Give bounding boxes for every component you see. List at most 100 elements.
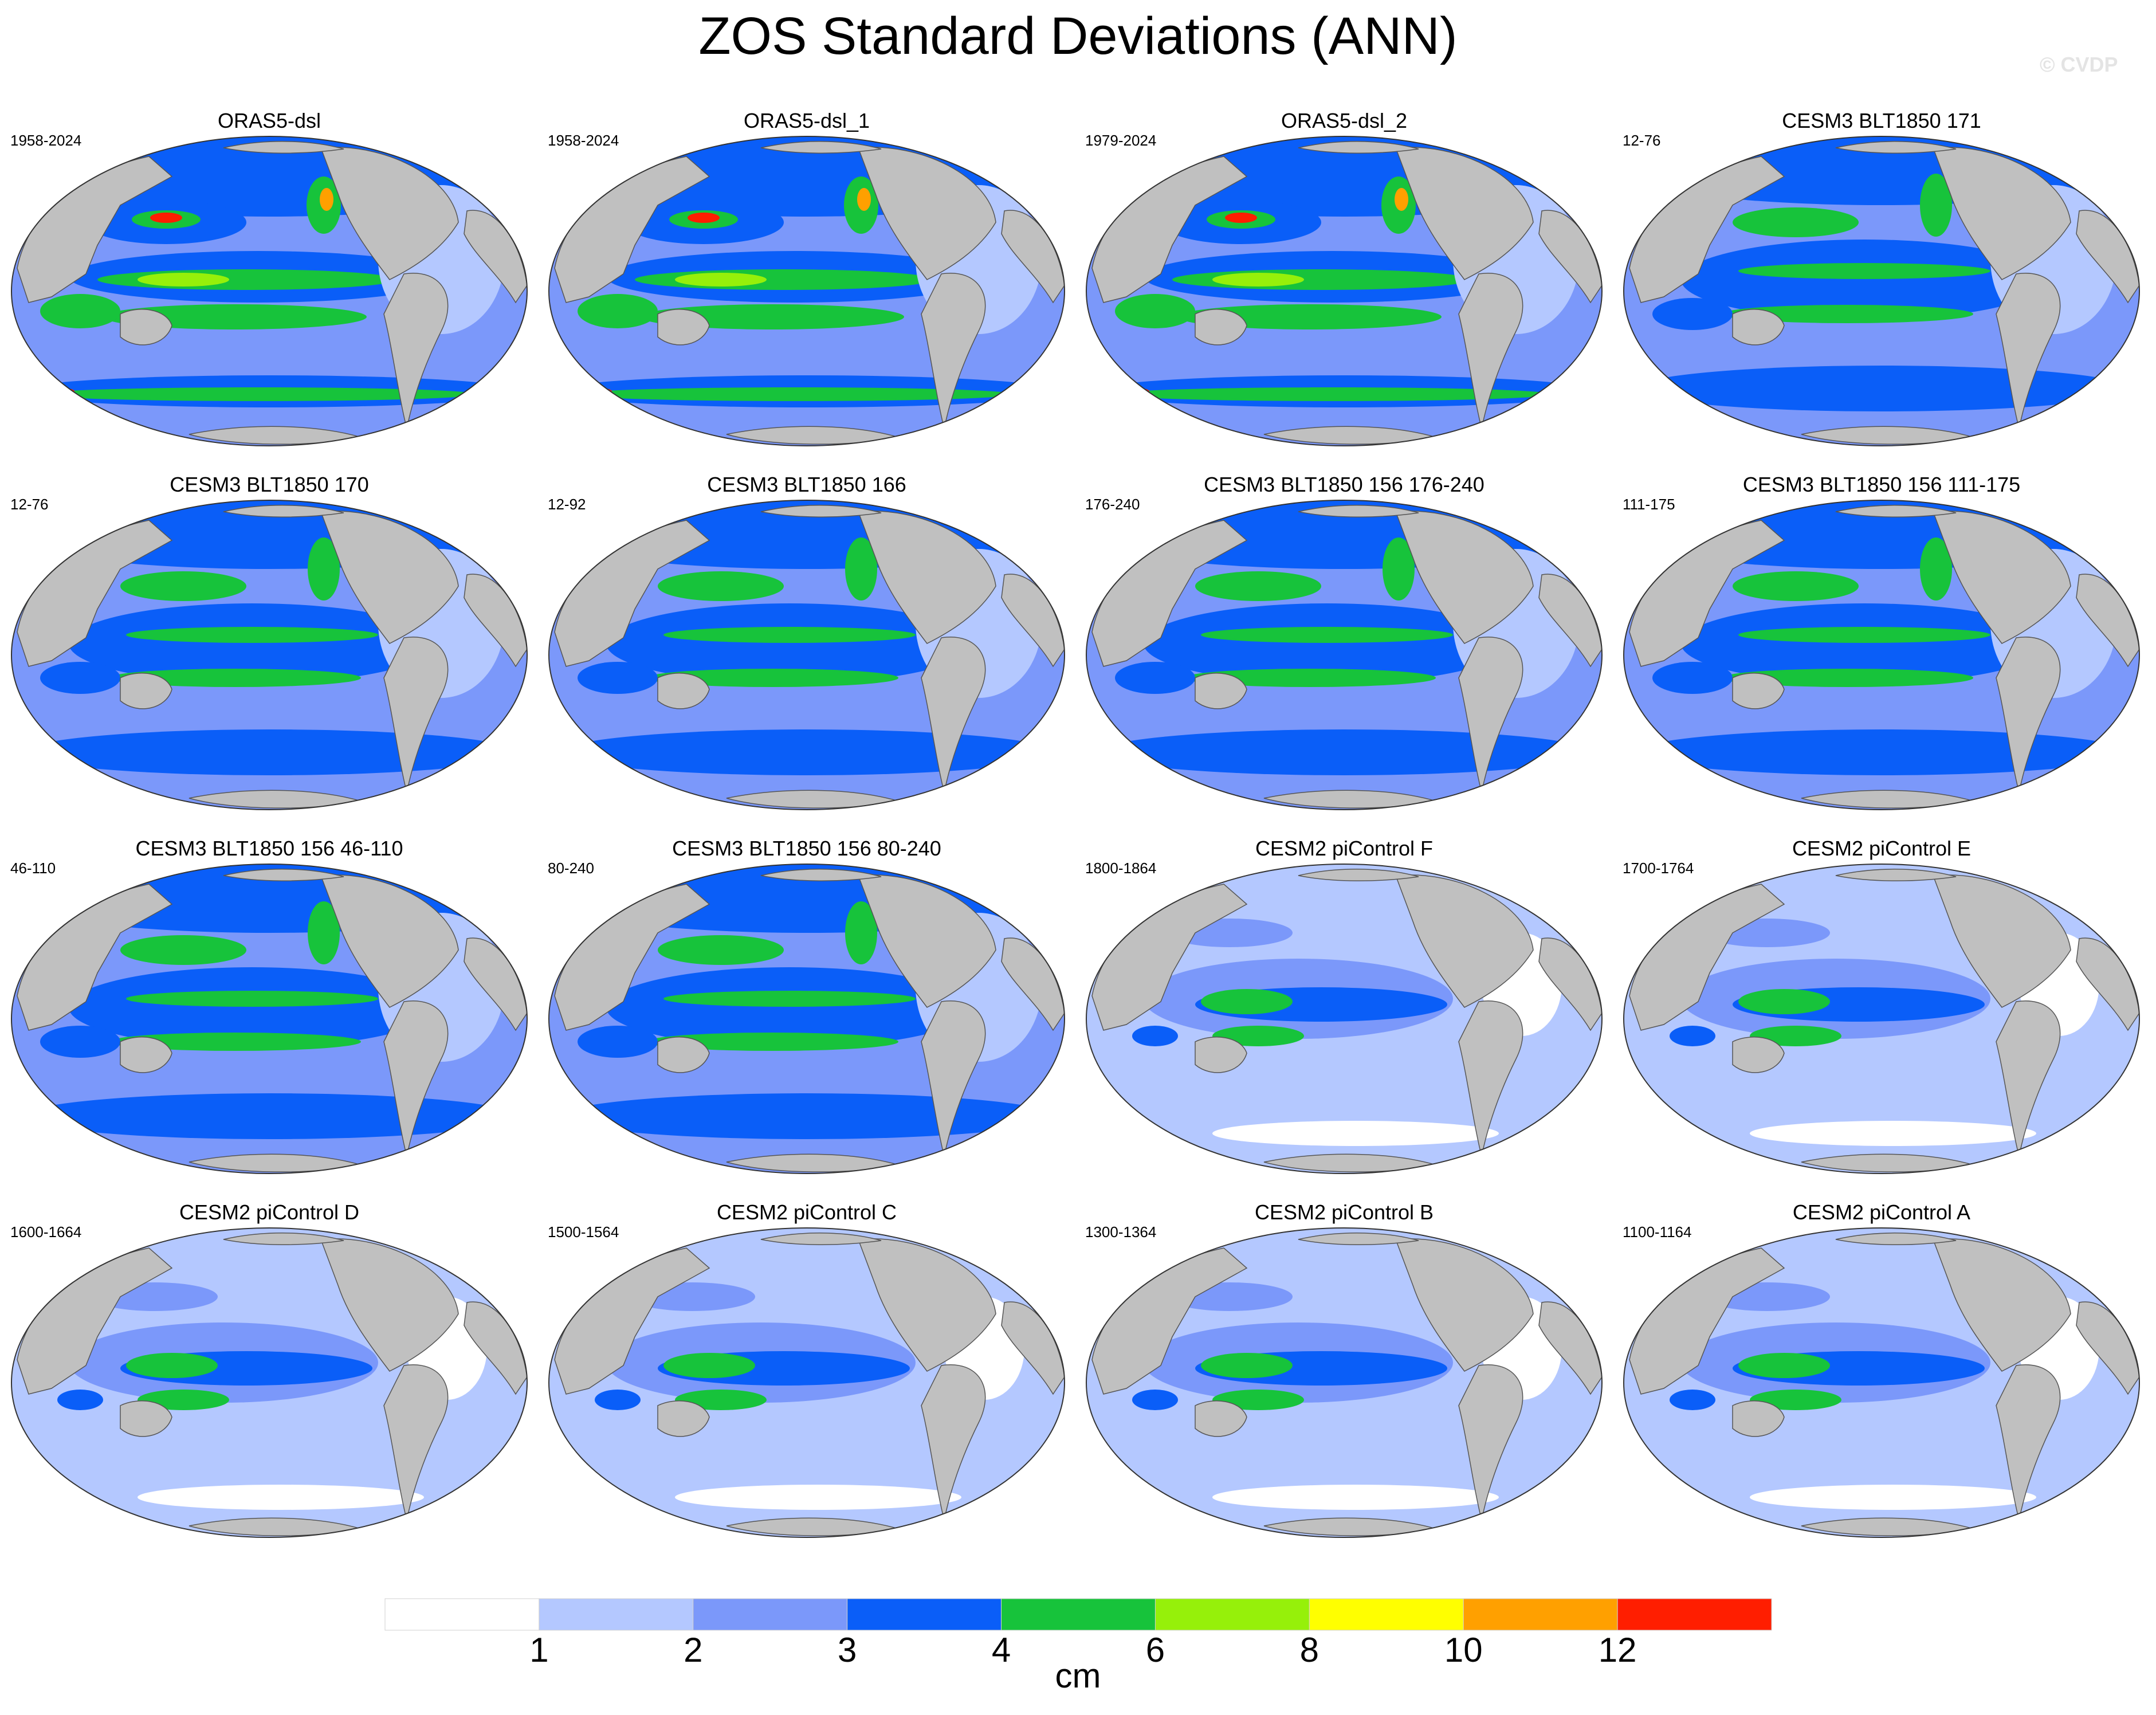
map-outline (1623, 1227, 2140, 1538)
contour-region (1383, 537, 1415, 601)
panel-title: CESM3 BLT1850 166 (707, 473, 906, 496)
panel-title: ORAS5-dsl_2 (1281, 109, 1408, 132)
figure-title: ZOS Standard Deviations (ANN) (698, 7, 1458, 65)
land-mass (657, 1037, 710, 1073)
land-mass (1195, 1037, 1247, 1073)
colorbar-tick-label: 12 (1599, 1631, 1637, 1669)
land-mass (1001, 574, 1065, 668)
land-mass (383, 637, 449, 793)
panel-title: ORAS5-dsl (217, 109, 321, 132)
panel-years: 12-76 (1623, 132, 1661, 149)
land-mass (657, 673, 710, 709)
contour-region (23, 1093, 516, 1139)
colorbar-swatch (1001, 1598, 1156, 1631)
robinson-map (1086, 864, 1603, 1174)
contour-region (1750, 1121, 2036, 1146)
robinson-map (1623, 1227, 2140, 1538)
contour-region (1738, 263, 1990, 279)
contour-region (1635, 366, 2128, 411)
land-mass (1835, 141, 1957, 154)
contour-region (1201, 1353, 1293, 1378)
contour-region (1681, 603, 2048, 684)
land-mass (120, 1037, 172, 1073)
land-mass (1996, 1000, 2061, 1157)
contour-region (845, 537, 877, 601)
panel-years: 1958-2024 (548, 132, 619, 149)
contour-region (1212, 273, 1304, 287)
land-mass (1932, 1238, 2071, 1372)
land-mass (1458, 273, 1523, 429)
map-outline (1086, 1227, 1603, 1538)
colorbar-swatch (847, 1598, 1002, 1631)
panel-title: CESM3 BLT1850 156 80-240 (672, 837, 941, 860)
contour-region (109, 669, 361, 687)
contour-region (663, 627, 916, 643)
map-panel: CESM3 BLT1850 156 80-240 80-240 (537, 837, 1076, 1203)
robinson-map (548, 136, 1065, 446)
colorbar-tick-label: 8 (1300, 1631, 1319, 1669)
map-outline (548, 136, 1065, 446)
land-mass (921, 1000, 986, 1157)
land-mass (1001, 210, 1065, 304)
map-panel: CESM3 BLT1850 171 12-76 (1612, 109, 2151, 476)
panel-years: 1979-2024 (1085, 132, 1157, 149)
contour-region (1681, 240, 2048, 320)
land-mass (1458, 637, 1523, 793)
contour-region (646, 669, 898, 687)
land-mass (1732, 1400, 1785, 1437)
robinson-map (11, 864, 528, 1174)
contour-region (1738, 1353, 1830, 1378)
contour-region (23, 729, 516, 775)
land-mass (320, 1238, 459, 1372)
land-mass (120, 673, 172, 709)
map-panel: ORAS5-dsl 1958-2024 (0, 109, 539, 476)
contour-region (1201, 627, 1453, 643)
contour-region (675, 1485, 961, 1510)
panel-years: 46-110 (10, 860, 56, 877)
colorbar-tick-label: 6 (1146, 1631, 1165, 1669)
land-mass (921, 1364, 986, 1521)
panel-title: CESM2 piControl B (1254, 1200, 1434, 1224)
map-panel: CESM3 BLT1850 156 111-175 111-175 (1612, 473, 2151, 839)
contour-region (663, 991, 916, 1007)
map-panel: CESM2 piControl B 1300-1364 (1075, 1200, 1613, 1567)
contour-region (578, 294, 658, 328)
robinson-map (11, 1227, 528, 1538)
land-mass (2076, 210, 2139, 304)
colorbar-tick-label: 3 (838, 1631, 857, 1669)
land-mass (1835, 869, 1957, 882)
panel-years: 1958-2024 (10, 132, 82, 149)
land-mass (857, 1238, 996, 1372)
contour-region (126, 991, 378, 1007)
contour-region (1132, 1026, 1178, 1046)
map-panel-grid: ORAS5-dsl 1958-2024 ORAS5-dsl_1 1958-2024 OR… (0, 109, 2151, 1567)
contour-region (646, 1033, 898, 1051)
land-mass (1001, 937, 1065, 1031)
contour-region (578, 662, 658, 694)
colorbar-swatch (1463, 1598, 1618, 1631)
map-outline (11, 500, 528, 810)
contour-region (578, 387, 1013, 401)
robinson-map (11, 500, 528, 810)
panel-years: 1100-1164 (1623, 1223, 1692, 1241)
panel-years: 1600-1664 (10, 1223, 82, 1241)
contour-region (1201, 989, 1293, 1014)
land-mass (464, 1301, 527, 1395)
contour-region (120, 571, 246, 601)
land-mass (1932, 147, 2071, 280)
land-mass (2076, 574, 2139, 668)
panel-years: 12-92 (548, 496, 586, 513)
land-mass (1195, 1400, 1247, 1437)
land-mass (1298, 1233, 1419, 1246)
land-mass (223, 1233, 344, 1246)
contour-region (40, 1026, 120, 1058)
land-mass (464, 574, 527, 668)
land-mass (1298, 505, 1419, 518)
land-mass (383, 1000, 449, 1157)
land-mass (1458, 1000, 1523, 1157)
contour-region (1920, 537, 1952, 601)
map-outline (1623, 136, 2140, 446)
panel-title: CESM2 piControl D (179, 1200, 360, 1224)
map-panel: CESM2 piControl D 1600-1664 (0, 1200, 539, 1567)
land-mass (1538, 574, 1602, 668)
